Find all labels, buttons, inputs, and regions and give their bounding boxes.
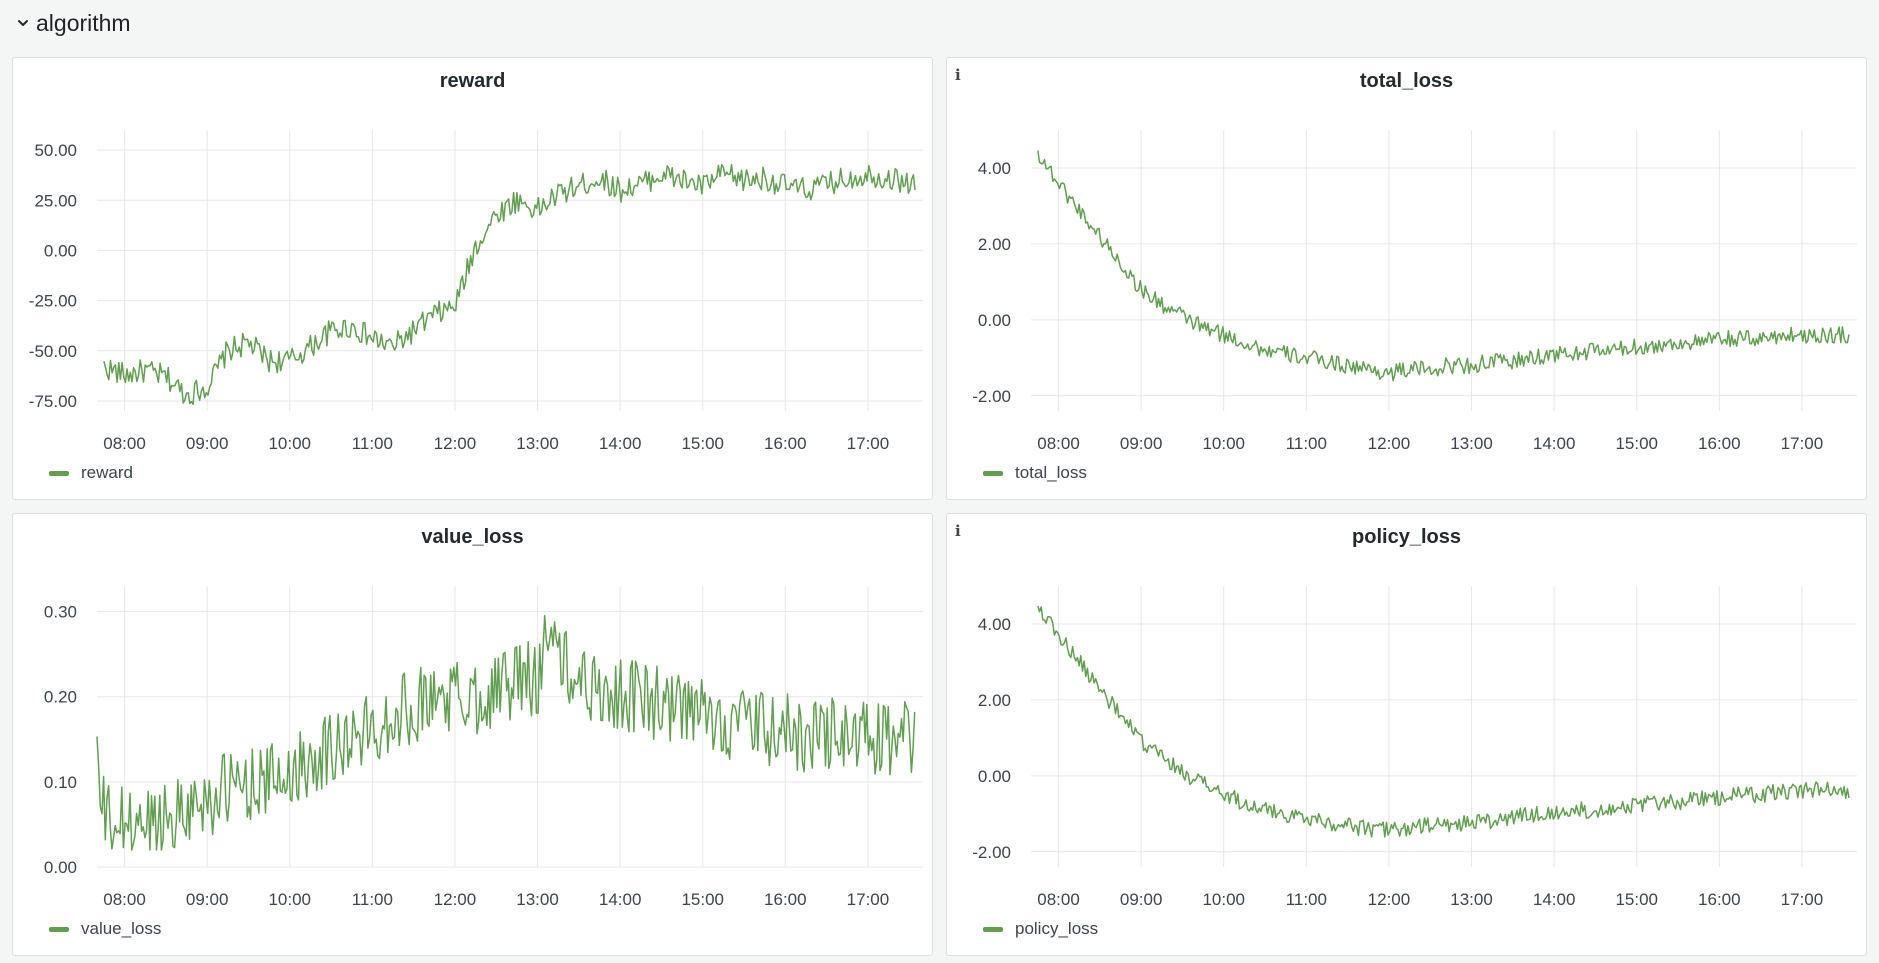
legend-item-reward[interactable]: reward — [49, 463, 133, 483]
reward-chart: 50.00 25.00 0.00 -25.00 -50.00 -75.00 08:00 09:… — [13, 58, 934, 501]
series-line-total-loss — [1038, 151, 1849, 381]
x-tick-label: 14:00 — [1533, 890, 1576, 909]
x-tick-label: 09:00 — [1120, 890, 1163, 909]
y-tick-label: 0.20 — [44, 688, 77, 707]
y-tick-label: 50.00 — [34, 141, 77, 160]
y-tick-label: 2.00 — [978, 691, 1011, 710]
legend-item-policy-loss[interactable]: policy_loss — [983, 919, 1098, 939]
x-tick-label: 09:00 — [1120, 434, 1163, 453]
row-header-algorithm[interactable]: algorithm — [16, 6, 131, 40]
x-tick-label: 15:00 — [1615, 434, 1658, 453]
x-tick-label: 15:00 — [681, 434, 724, 453]
legend-label: value_loss — [81, 919, 161, 939]
x-tick-label: 10:00 — [1202, 890, 1245, 909]
x-tick-label: 13:00 — [516, 434, 559, 453]
y-tick-label: 4.00 — [978, 159, 1011, 178]
x-tick-label: 17:00 — [1781, 434, 1824, 453]
x-tick-label: 17:00 — [847, 890, 890, 909]
x-tick-label: 15:00 — [681, 890, 724, 909]
x-tick-label: 13:00 — [1450, 890, 1493, 909]
y-tick-label: 0.00 — [44, 858, 77, 877]
x-tick-label: 08:00 — [103, 890, 146, 909]
x-tick-label: 11:00 — [1286, 434, 1327, 453]
y-tick-label: 4.00 — [978, 615, 1011, 634]
x-tick-label: 16:00 — [1698, 890, 1741, 909]
y-tick-label: -25.00 — [29, 292, 77, 311]
legend-label: policy_loss — [1015, 919, 1098, 939]
legend-label: reward — [81, 463, 133, 483]
series-line-policy-loss — [1038, 606, 1849, 837]
x-tick-label: 17:00 — [847, 434, 890, 453]
x-tick-label: 11:00 — [1286, 890, 1327, 909]
legend-item-total-loss[interactable]: total_loss — [983, 463, 1087, 483]
panel-policy-loss: i policy_loss 4.00 2.00 0.00 -2.00 08:00 09:0… — [946, 513, 1867, 956]
x-tick-label: 14:00 — [599, 434, 642, 453]
policy-loss-chart: 4.00 2.00 0.00 -2.00 08:00 09:00 10:00 11:00 12:… — [947, 514, 1868, 957]
x-tick-label: 12:00 — [434, 890, 477, 909]
series-line-value-loss — [97, 616, 915, 850]
legend-swatch — [983, 927, 1003, 932]
x-tick-label: 16:00 — [1698, 434, 1741, 453]
y-tick-label: -75.00 — [29, 392, 77, 411]
x-tick-label: 12:00 — [1368, 434, 1411, 453]
x-tick-label: 16:00 — [764, 434, 807, 453]
y-tick-label: 0.10 — [44, 773, 77, 792]
x-tick-label: 10:00 — [1202, 434, 1245, 453]
legend-swatch — [49, 471, 69, 476]
x-tick-label: 11:00 — [352, 434, 393, 453]
panel-total-loss: i total_loss 4.00 2.00 0.00 -2.00 08:00 09:00… — [946, 57, 1867, 500]
x-tick-label: 10:00 — [268, 890, 311, 909]
x-tick-label: 08:00 — [1037, 434, 1080, 453]
value-loss-chart: 0.30 0.20 0.10 0.00 08:00 09:00 10:00 11:00 12:0… — [13, 514, 934, 957]
legend-label: total_loss — [1015, 463, 1087, 483]
total-loss-chart: 4.00 2.00 0.00 -2.00 08:00 09:00 10:00 11:00 12:… — [947, 58, 1868, 501]
y-tick-label: -2.00 — [972, 843, 1011, 862]
y-tick-label: -50.00 — [29, 342, 77, 361]
x-tick-label: 14:00 — [1533, 434, 1576, 453]
legend-swatch — [49, 927, 69, 932]
y-tick-label: 0.00 — [978, 767, 1011, 786]
x-tick-label: 17:00 — [1781, 890, 1824, 909]
y-tick-label: -2.00 — [972, 387, 1011, 406]
x-tick-label: 09:00 — [186, 890, 229, 909]
x-tick-label: 16:00 — [764, 890, 807, 909]
x-tick-label: 08:00 — [103, 434, 146, 453]
x-tick-label: 08:00 — [1037, 890, 1080, 909]
x-tick-label: 09:00 — [186, 434, 229, 453]
legend-item-value-loss[interactable]: value_loss — [49, 919, 161, 939]
y-tick-label: 2.00 — [978, 235, 1011, 254]
legend-swatch — [983, 471, 1003, 476]
row-title: algorithm — [36, 10, 131, 37]
panel-reward: reward 50.00 25.00 0.00 -25.00 -50.00 -75.00 0… — [12, 57, 933, 500]
x-tick-label: 14:00 — [599, 890, 642, 909]
x-tick-label: 13:00 — [1450, 434, 1493, 453]
chevron-down-icon — [16, 16, 30, 30]
y-tick-label: 0.00 — [44, 241, 77, 260]
panel-value-loss: value_loss 0.30 0.20 0.10 0.00 08:00 09:00 10:… — [12, 513, 933, 956]
x-tick-label: 15:00 — [1615, 890, 1658, 909]
y-tick-label: 0.30 — [44, 603, 77, 622]
y-tick-label: 0.00 — [978, 311, 1011, 330]
y-tick-label: 25.00 — [34, 191, 77, 210]
x-tick-label: 12:00 — [1368, 890, 1411, 909]
x-tick-label: 13:00 — [516, 890, 559, 909]
x-tick-label: 10:00 — [268, 434, 311, 453]
x-tick-label: 12:00 — [434, 434, 477, 453]
x-tick-label: 11:00 — [352, 890, 393, 909]
